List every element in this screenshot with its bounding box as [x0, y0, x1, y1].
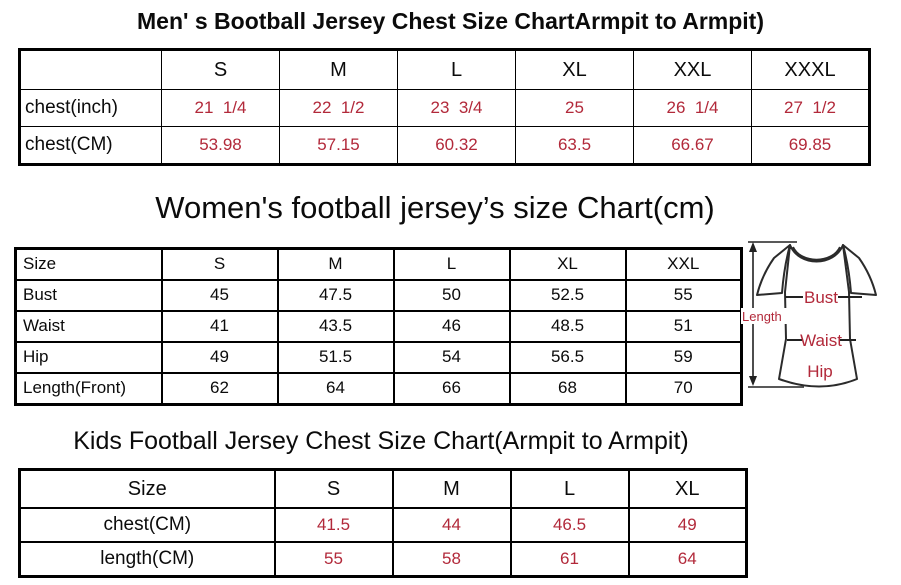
tshirt-outline-icon	[756, 244, 877, 388]
length-label-bg	[741, 308, 789, 324]
value-cell: 57.15	[279, 126, 398, 165]
women-header-row: Size S M L XL XXL	[14, 247, 743, 281]
value-cell: 64	[276, 372, 395, 406]
value-cell: 46.5	[509, 507, 630, 543]
women-size-header: S	[160, 247, 279, 281]
value-cell: 66.67	[633, 126, 752, 165]
value-cell: 55	[273, 541, 394, 578]
women-length-row: Length(Front) 62 64 66 68 70	[14, 372, 743, 406]
value-cell: 56.5	[508, 341, 627, 374]
kids-size-header: L	[509, 468, 630, 509]
kids-chest-row: chest(CM) 41.5 44 46.5 49	[18, 507, 748, 543]
value-cell: 41	[160, 310, 279, 343]
value-cell: 46	[392, 310, 511, 343]
value-cell: 47.5	[276, 279, 395, 312]
value-cell: 68	[508, 372, 627, 406]
men-size-header: XXL	[633, 49, 752, 90]
men-size-header: M	[279, 49, 398, 90]
value-cell: 45	[160, 279, 279, 312]
bust-label: Bust	[804, 288, 838, 307]
value-cell: 21 1/4	[161, 89, 280, 127]
value-cell: 61	[509, 541, 630, 578]
value-cell: 50	[392, 279, 511, 312]
men-size-header: S	[161, 49, 280, 90]
value-cell: 69.85	[751, 126, 870, 165]
value-cell: 58	[391, 541, 512, 578]
value-cell: 59	[624, 341, 743, 374]
kids-size-header: M	[391, 468, 512, 509]
value-cell: 53.98	[161, 126, 280, 165]
women-size-header: XL	[508, 247, 627, 281]
women-size-label-cell: Size	[14, 247, 163, 281]
value-cell: 52.5	[508, 279, 627, 312]
tshirt-measurement-diagram: Length Bust Waist Hip	[741, 241, 877, 388]
value-cell: 25	[515, 89, 634, 127]
value-cell: 51	[624, 310, 743, 343]
men-chart-title: Men' s Bootball Jersey Chest Size ChartA…	[137, 8, 764, 34]
value-cell: 48.5	[508, 310, 627, 343]
row-label-cell: Bust	[14, 279, 163, 312]
measure-lines	[785, 296, 862, 341]
row-label-cell: chest(CM)	[19, 126, 162, 165]
kids-size-table: Size S M L XL chest(CM) 41.5 44 46.5 49 …	[18, 468, 748, 578]
length-label: Length	[742, 309, 782, 324]
kids-length-row: length(CM) 55 58 61 64	[18, 541, 748, 578]
women-size-header: M	[276, 247, 395, 281]
value-cell: 51.5	[276, 341, 395, 374]
women-waist-row: Waist 41 43.5 46 48.5 51	[14, 310, 743, 343]
value-cell: 60.32	[397, 126, 516, 165]
women-size-header: XXL	[624, 247, 743, 281]
women-hip-row: Hip 49 51.5 54 56.5 59	[14, 341, 743, 374]
kids-size-label-cell: Size	[18, 468, 276, 509]
value-cell: 66	[392, 372, 511, 406]
men-size-header: XL	[515, 49, 634, 90]
men-header-row: S M L XL XXL XXXL	[19, 49, 870, 90]
men-size-header: L	[397, 49, 516, 90]
row-label-cell: chest(inch)	[19, 89, 162, 127]
value-cell: 23 3/4	[397, 89, 516, 127]
kids-header-row: Size S M L XL	[18, 468, 748, 509]
women-size-header: L	[392, 247, 511, 281]
men-size-header: XXXL	[751, 49, 870, 90]
value-cell: 62	[160, 372, 279, 406]
value-cell: 63.5	[515, 126, 634, 165]
value-cell: 22 1/2	[279, 89, 398, 127]
value-cell: 44	[391, 507, 512, 543]
women-bust-row: Bust 45 47.5 50 52.5 55	[14, 279, 743, 312]
men-chest-cm-row: chest(CM) 53.98 57.15 60.32 63.5 66.67 6…	[19, 126, 870, 165]
kids-chart-title: Kids Football Jersey Chest Size Chart(Ar…	[73, 427, 689, 455]
value-cell: 64	[627, 541, 748, 578]
hip-label: Hip	[807, 362, 833, 381]
kids-size-header: S	[273, 468, 394, 509]
row-label-cell: Waist	[14, 310, 163, 343]
value-cell: 49	[160, 341, 279, 374]
value-cell: 26 1/4	[633, 89, 752, 127]
row-label-cell: Length(Front)	[14, 372, 163, 406]
men-corner-cell	[19, 49, 162, 90]
row-label-cell: length(CM)	[18, 541, 276, 578]
value-cell: 49	[627, 507, 748, 543]
value-cell: 41.5	[273, 507, 394, 543]
row-label-cell: chest(CM)	[18, 507, 276, 543]
value-cell: 54	[392, 341, 511, 374]
kids-size-header: XL	[627, 468, 748, 509]
row-label-cell: Hip	[14, 341, 163, 374]
men-size-table: S M L XL XXL XXXL chest(inch) 21 1/4 22 …	[18, 48, 871, 166]
men-chest-inch-row: chest(inch) 21 1/4 22 1/2 23 3/4 25 26 1…	[19, 89, 870, 127]
women-size-table: Size S M L XL XXL Bust 45 47.5 50 52.5 5…	[14, 247, 743, 406]
waist-label: Waist	[800, 331, 842, 350]
value-cell: 27 1/2	[751, 89, 870, 127]
value-cell: 70	[624, 372, 743, 406]
women-chart-title: Women's football jersey’s size Chart(cm)	[155, 190, 715, 225]
value-cell: 55	[624, 279, 743, 312]
value-cell: 43.5	[276, 310, 395, 343]
